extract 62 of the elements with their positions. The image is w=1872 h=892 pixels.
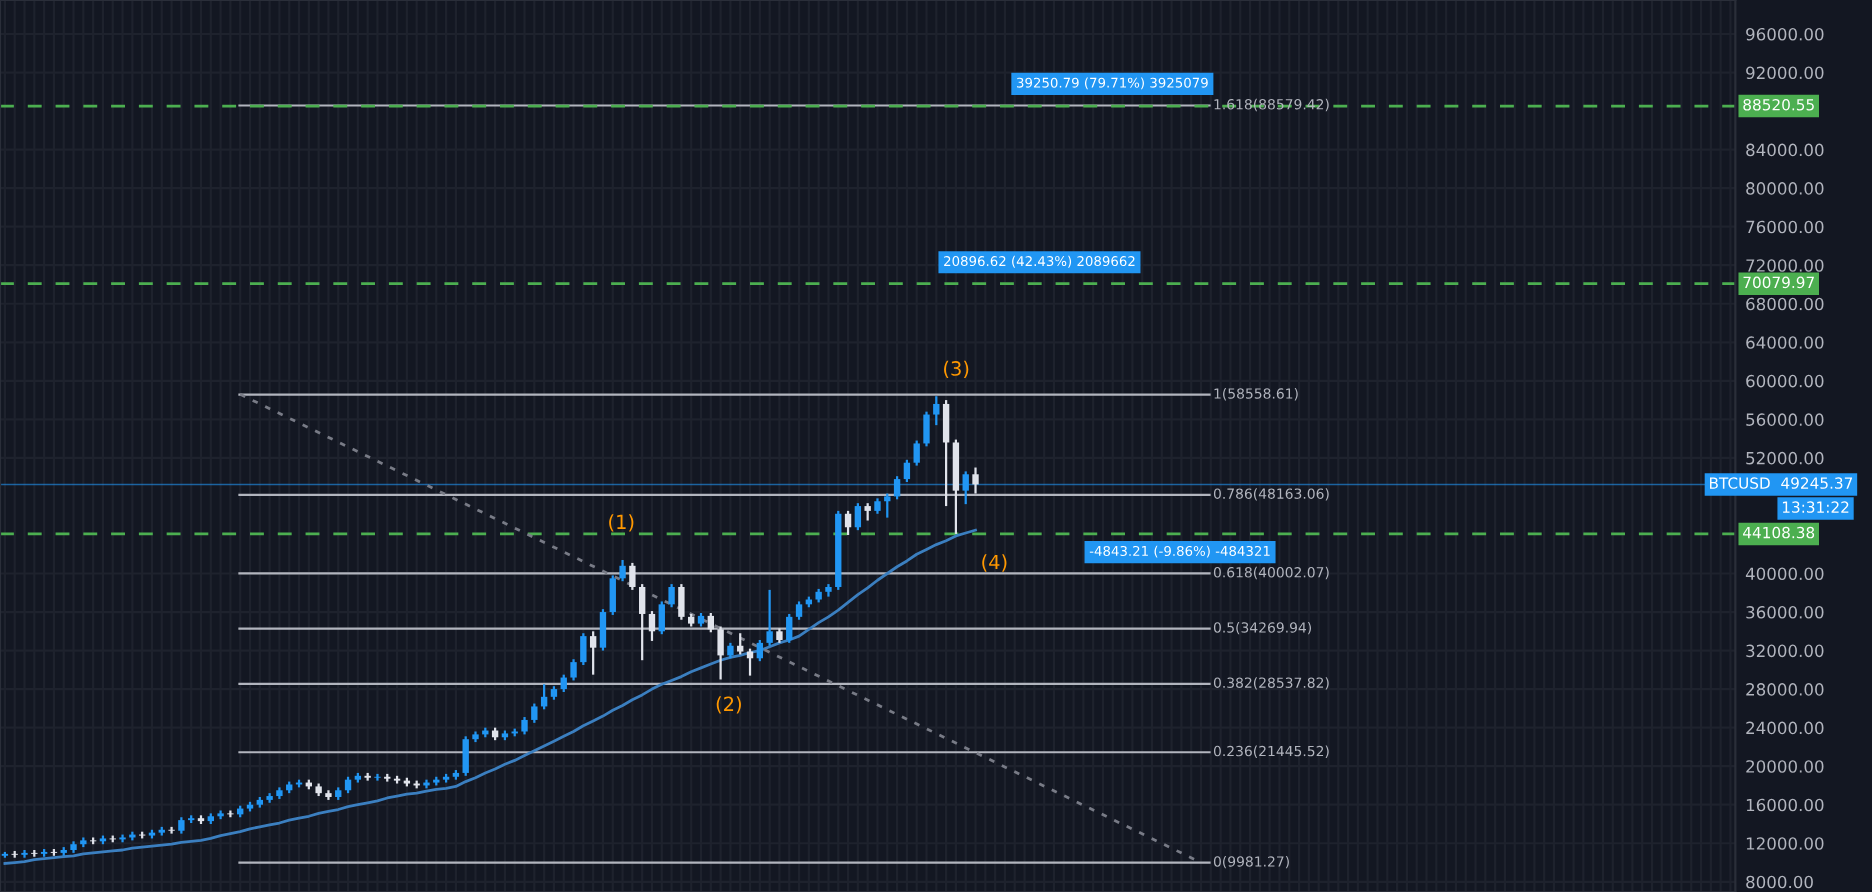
y-tick-label: 72000.00 bbox=[1746, 259, 1824, 272]
y-tick-label: 40000.00 bbox=[1745, 567, 1824, 581]
candlestick bbox=[717, 625, 724, 681]
y-tick-label: 80000.00 bbox=[1746, 182, 1824, 195]
candlestick bbox=[707, 611, 714, 634]
candlestick bbox=[737, 632, 744, 656]
y-tick-label: 92000.00 bbox=[1746, 66, 1824, 80]
candlestick bbox=[217, 809, 224, 821]
candlestick bbox=[580, 632, 587, 667]
y-tick-label: 60000.00 bbox=[1746, 374, 1824, 388]
candlestick bbox=[570, 658, 577, 682]
candlestick bbox=[374, 772, 381, 782]
candlestick bbox=[168, 825, 175, 835]
candlestick bbox=[619, 558, 626, 583]
candlestick bbox=[638, 582, 646, 662]
candlestick bbox=[658, 600, 665, 636]
candlestick bbox=[589, 630, 597, 676]
candlestick bbox=[884, 492, 891, 519]
annotation: (3) bbox=[944, 360, 969, 379]
annotation: (2) bbox=[716, 696, 741, 714]
y-tick-label: 76000.00 bbox=[1746, 220, 1824, 234]
candlestick bbox=[972, 466, 979, 495]
candlestick bbox=[648, 609, 656, 643]
candlestick bbox=[913, 439, 920, 467]
candlestick bbox=[795, 600, 803, 621]
candlestick bbox=[599, 608, 607, 652]
line-series bbox=[3, 528, 977, 865]
y-tick-label: 96000.00 bbox=[1746, 27, 1824, 41]
y-tick-label: 52000.00 bbox=[1746, 451, 1824, 465]
candlestick bbox=[844, 509, 852, 537]
candlestick bbox=[609, 574, 616, 617]
candlestick bbox=[923, 410, 930, 448]
y-tick-label: 28000.00 bbox=[1746, 683, 1824, 696]
candlestick bbox=[766, 588, 773, 647]
candlestick bbox=[786, 612, 793, 644]
y-tick-label: 8000.00 bbox=[1746, 875, 1813, 889]
y-tick-label: 36000.00 bbox=[1746, 606, 1824, 619]
candlestick bbox=[903, 458, 911, 484]
y-tick-label: 84000.00 bbox=[1746, 143, 1824, 157]
annotation: (4) bbox=[982, 554, 1007, 572]
candlestick bbox=[756, 638, 764, 663]
y-tick-label: 32000.00 bbox=[1746, 644, 1824, 658]
candlestick bbox=[962, 470, 969, 506]
candlestick bbox=[668, 582, 675, 609]
annotation: (1) bbox=[609, 514, 634, 532]
candlestick bbox=[629, 561, 636, 591]
y-tick-label: 24000.00 bbox=[1746, 721, 1824, 735]
y-tick-label: 12000.00 bbox=[1746, 837, 1824, 850]
candlestick bbox=[227, 809, 234, 819]
candlestick bbox=[933, 395, 940, 427]
y-tick-label: 56000.00 bbox=[1746, 413, 1824, 426]
y-tick-label: 20000.00 bbox=[1746, 760, 1824, 773]
candlestick bbox=[854, 502, 862, 532]
candlestick bbox=[942, 398, 950, 508]
y-tick-label: 64000.00 bbox=[1746, 336, 1824, 349]
candlestick bbox=[531, 702, 538, 724]
y-tick-label: 16000.00 bbox=[1746, 798, 1824, 812]
candlestick bbox=[678, 582, 685, 621]
candlestick bbox=[21, 848, 28, 859]
candlestick bbox=[893, 475, 901, 501]
y-tick-label: 68000.00 bbox=[1746, 297, 1824, 311]
candlestick bbox=[462, 735, 469, 777]
